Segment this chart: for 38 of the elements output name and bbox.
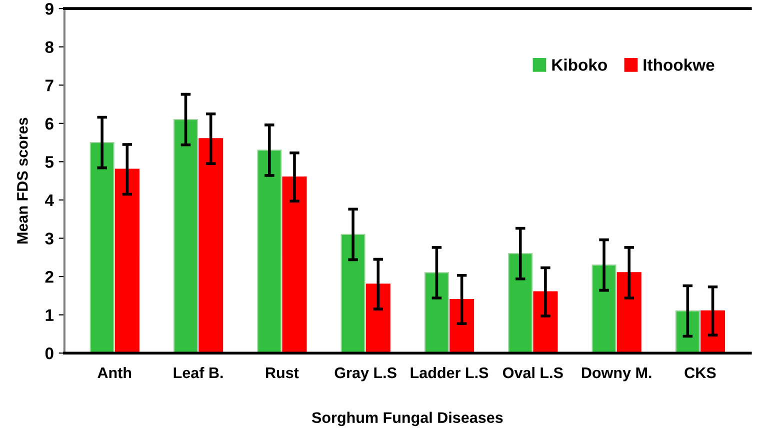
bar (533, 291, 558, 354)
bar (173, 119, 198, 354)
x-tick-label: Anth (98, 366, 132, 378)
bar (366, 284, 390, 354)
legend-label: Ithookwe (644, 58, 714, 71)
y-tick-label: 4 (45, 194, 54, 206)
bar (450, 298, 474, 354)
y-tick-label: 7 (45, 80, 54, 92)
bar (592, 264, 616, 354)
y-tick-label: 1 (46, 309, 54, 321)
x-tick-label: Rust (266, 368, 299, 378)
bar (616, 272, 642, 354)
y-tick-label: 5 (45, 156, 54, 168)
y-tick-label: 3 (45, 232, 54, 244)
x-axis-title: Sorghum Fungal Diseases (312, 412, 503, 426)
x-tick-label: Ladder L.S (410, 366, 488, 378)
y-tick-label: 2 (45, 270, 54, 283)
bar (700, 310, 726, 354)
y-tick-label: 8 (45, 41, 54, 54)
y-axis-title: Mean FDS scores (17, 118, 28, 244)
bar (424, 272, 449, 354)
legend-label: Kiboko (552, 58, 607, 71)
x-tick-label: Oval L.S (502, 366, 563, 378)
y-tick-label: 9 (45, 2, 54, 15)
x-tick-label: CKS (684, 367, 716, 378)
bar (198, 138, 224, 354)
bar (340, 234, 366, 354)
y-tick-label: 6 (45, 118, 54, 130)
bar (257, 150, 282, 354)
y-tick-label: 0 (45, 348, 54, 360)
x-tick-label: Leaf B. (174, 366, 223, 378)
bar (282, 176, 307, 354)
bar (675, 310, 700, 354)
x-tick-label: Gray L.S (334, 367, 396, 382)
bar (90, 142, 114, 354)
bar (508, 253, 533, 354)
bar (114, 168, 140, 354)
x-tick-label: Downy M. (582, 368, 652, 382)
